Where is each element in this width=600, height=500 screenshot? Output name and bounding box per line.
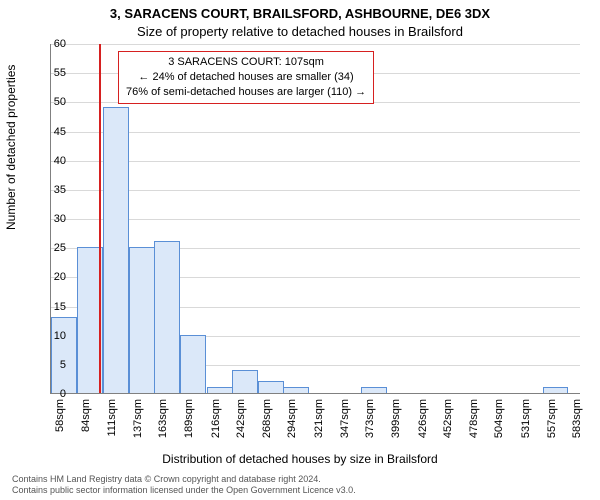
chart-title-main: 3, SARACENS COURT, BRAILSFORD, ASHBOURNE…	[0, 6, 600, 21]
y-tick-label: 25	[54, 242, 66, 254]
gridline	[51, 161, 580, 162]
y-tick-label: 60	[54, 38, 66, 50]
y-axis-label: Number of detached properties	[4, 65, 18, 230]
histogram-bar	[103, 107, 129, 393]
x-tick-label: 242sqm	[235, 399, 247, 438]
anno-line-1: 3 SARACENS COURT: 107sqm	[126, 55, 366, 70]
y-tick-label: 35	[54, 184, 66, 196]
y-tick-label: 30	[54, 213, 66, 225]
x-tick-label: 84sqm	[80, 399, 92, 432]
y-tick-label: 5	[60, 359, 66, 371]
x-axis-label: Distribution of detached houses by size …	[0, 452, 600, 466]
marker-line	[99, 44, 101, 393]
gridline	[51, 190, 580, 191]
x-tick-label: 531sqm	[520, 399, 532, 438]
anno-line-2: ← 24% of detached houses are smaller (34…	[126, 70, 366, 85]
x-tick-label: 216sqm	[210, 399, 222, 438]
x-tick-label: 189sqm	[183, 399, 195, 438]
x-tick-label: 373sqm	[364, 399, 376, 438]
y-tick-label: 50	[54, 96, 66, 108]
anno-line-3: 76% of semi-detached houses are larger (…	[126, 85, 366, 100]
y-tick-label: 40	[54, 155, 66, 167]
x-tick-label: 426sqm	[417, 399, 429, 438]
x-tick-label: 321sqm	[313, 399, 325, 438]
x-tick-label: 557sqm	[546, 399, 558, 438]
histogram-bar	[129, 247, 155, 393]
histogram-bar	[154, 241, 180, 393]
chart-container: 3, SARACENS COURT, BRAILSFORD, ASHBOURNE…	[0, 0, 600, 500]
y-tick-label: 45	[54, 126, 66, 138]
x-tick-label: 111sqm	[106, 399, 118, 437]
y-tick-label: 10	[54, 330, 66, 342]
x-tick-label: 478sqm	[468, 399, 480, 438]
x-tick-label: 583sqm	[571, 399, 583, 438]
x-tick-label: 294sqm	[286, 399, 298, 438]
x-tick-label: 347sqm	[339, 399, 351, 438]
footer-line-2: Contains public sector information licen…	[12, 485, 356, 496]
x-tick-label: 399sqm	[390, 399, 402, 438]
gridline	[51, 132, 580, 133]
y-tick-label: 55	[54, 67, 66, 79]
footer-attribution: Contains HM Land Registry data © Crown c…	[12, 474, 356, 497]
footer-line-1: Contains HM Land Registry data © Crown c…	[12, 474, 356, 485]
x-tick-label: 58sqm	[54, 399, 66, 432]
histogram-bar	[543, 387, 569, 393]
x-tick-label: 452sqm	[442, 399, 454, 438]
x-tick-label: 163sqm	[157, 399, 169, 438]
x-tick-label: 137sqm	[132, 399, 144, 438]
x-tick-label: 268sqm	[261, 399, 273, 438]
y-tick-label: 20	[54, 271, 66, 283]
x-tick-label: 504sqm	[493, 399, 505, 438]
histogram-bar	[283, 387, 309, 393]
histogram-bar	[180, 335, 206, 393]
chart-title-sub: Size of property relative to detached ho…	[0, 24, 600, 39]
histogram-bar	[51, 317, 77, 393]
y-tick-label: 15	[54, 301, 66, 313]
gridline	[51, 44, 580, 45]
plot-area: 3 SARACENS COURT: 107sqm← 24% of detache…	[50, 44, 580, 394]
histogram-bar	[232, 370, 258, 393]
histogram-bar	[207, 387, 233, 393]
histogram-bar	[258, 381, 284, 393]
annotation-box: 3 SARACENS COURT: 107sqm← 24% of detache…	[118, 51, 374, 104]
histogram-bar	[361, 387, 387, 393]
gridline	[51, 219, 580, 220]
